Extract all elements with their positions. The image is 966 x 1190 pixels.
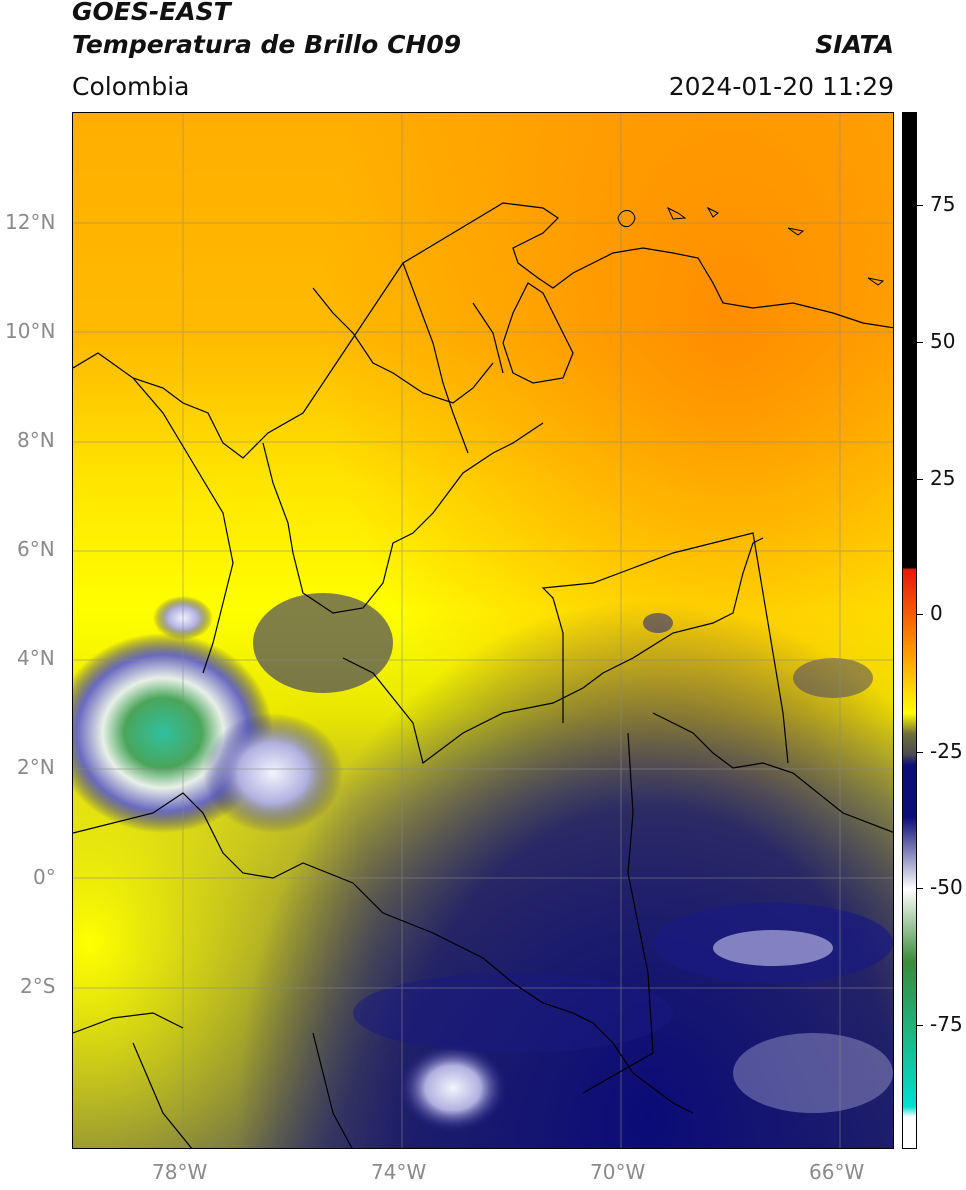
lat-label: 2°S (20, 974, 56, 998)
political-boundaries (73, 202, 893, 1148)
lon-label: 66°W (809, 1160, 865, 1184)
lat-label: 8°N (17, 428, 55, 452)
colorbar-label: 50 (930, 329, 956, 353)
colorbar-label: -50 (930, 875, 963, 899)
colorbar-label: -25 (930, 739, 963, 763)
lon-label: 74°W (371, 1160, 427, 1184)
lat-label: 0° (33, 865, 56, 889)
colorbar-label: -75 (930, 1012, 963, 1036)
map-canvas (73, 113, 893, 1148)
org-label: SIATA (815, 30, 894, 59)
lat-label: 2°N (17, 755, 55, 779)
timestamp-label: 2024-01-20 11:29 (668, 72, 894, 101)
satellite-map[interactable] (72, 112, 894, 1149)
lon-label: 70°W (590, 1160, 646, 1184)
satellite-title: GOES-EAST (72, 0, 231, 26)
product-title: Temperatura de Brillo CH09 (72, 30, 462, 59)
lat-label: 6°N (17, 537, 55, 561)
lat-label: 4°N (17, 646, 55, 670)
lat-label: 10°N (5, 319, 56, 343)
graticule (73, 113, 893, 1148)
colorbar-label: 0 (930, 601, 943, 625)
colorbar-label: 75 (930, 192, 956, 216)
colorbar (902, 112, 917, 1149)
lon-label: 78°W (152, 1160, 208, 1184)
colorbar-label: 25 (930, 466, 956, 490)
lat-label: 12°N (5, 210, 56, 234)
region-label: Colombia (72, 72, 190, 101)
